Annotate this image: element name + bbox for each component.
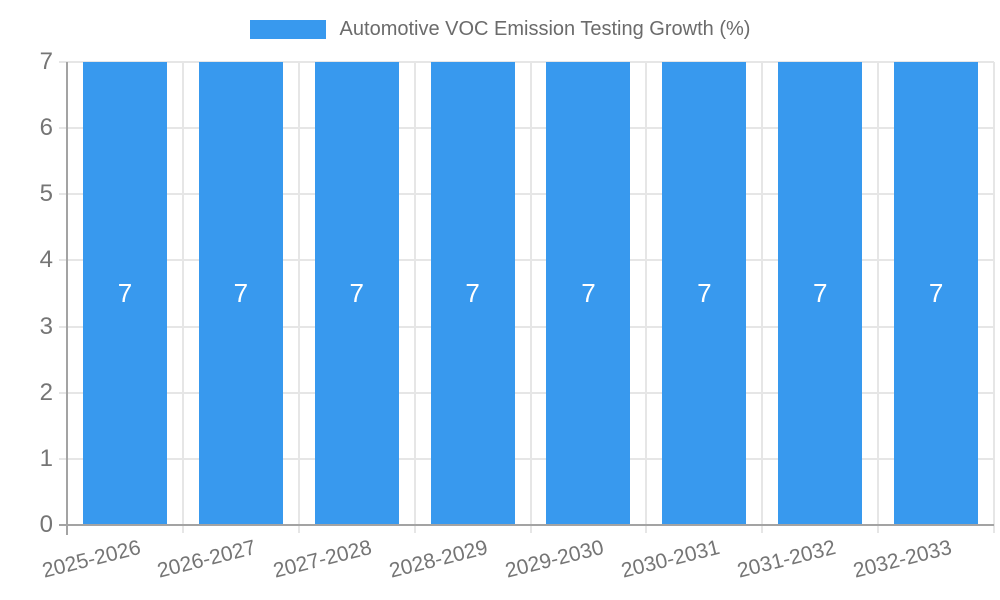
gridline-vertical — [413, 62, 416, 533]
bar-value-label: 7 — [349, 278, 364, 308]
bar[interactable]: 7 — [546, 62, 631, 525]
y-tick-label: 5 — [39, 180, 53, 208]
y-tick-label: 6 — [39, 114, 53, 142]
gridline-vertical — [761, 62, 764, 533]
x-tick-label: 2026-2027 — [155, 536, 259, 583]
bar-value-label: 7 — [233, 278, 249, 308]
bar[interactable]: 7 — [314, 62, 399, 525]
bar[interactable]: 7 — [430, 62, 515, 525]
gridline-horizontal — [59, 259, 994, 262]
y-tick-label: 2 — [39, 378, 53, 406]
y-tick-label: 0 — [39, 511, 53, 538]
gridline-vertical — [645, 62, 648, 533]
y-axis-line — [66, 62, 68, 535]
gridline-vertical — [297, 62, 300, 533]
gridline-vertical — [529, 62, 532, 533]
bar[interactable]: 7 — [778, 62, 863, 525]
gridline-horizontal — [59, 127, 994, 130]
legend-label: Automotive VOC Emission Testing Growth (… — [339, 18, 751, 40]
x-tick-label: 2027-2028 — [271, 536, 375, 583]
y-tick-label: 3 — [39, 312, 53, 340]
x-tick-label: 2031-2032 — [734, 536, 838, 583]
bar[interactable]: 7 — [894, 62, 979, 525]
y-tick-label: 1 — [39, 444, 53, 472]
x-tick-label: 2029-2030 — [502, 536, 607, 583]
bar-value-label: 7 — [928, 278, 944, 308]
x-tick-label: 2032-2033 — [850, 536, 954, 583]
x-tick-label: 2025-2026 — [39, 536, 143, 583]
gridline-horizontal — [59, 391, 994, 394]
gridline-horizontal — [59, 325, 994, 328]
gridline-vertical — [993, 62, 995, 533]
x-tick-label: 2028-2029 — [387, 536, 491, 583]
legend-swatch[interactable] — [249, 20, 326, 39]
y-tick-label: 7 — [39, 48, 53, 75]
bar-value-label: 7 — [581, 278, 596, 308]
gridline-horizontal — [59, 457, 994, 460]
bar[interactable]: 7 — [662, 62, 747, 525]
bar[interactable]: 7 — [198, 62, 283, 525]
legend[interactable]: Automotive VOC Emission Testing Growth (… — [0, 18, 1000, 41]
x-axis-line — [59, 524, 994, 526]
y-tick-label: 4 — [39, 246, 53, 274]
bar-value-label: 7 — [697, 278, 712, 308]
bar-value-label: 7 — [117, 278, 133, 308]
gridline-horizontal — [59, 193, 994, 196]
bar[interactable]: 7 — [82, 62, 167, 525]
bar-value-label: 7 — [465, 278, 480, 308]
gridline-horizontal — [59, 61, 994, 63]
bar-value-label: 7 — [812, 278, 828, 308]
gridline-vertical — [877, 62, 880, 533]
gridline-vertical — [181, 62, 184, 533]
x-tick-label: 2030-2031 — [618, 536, 722, 583]
